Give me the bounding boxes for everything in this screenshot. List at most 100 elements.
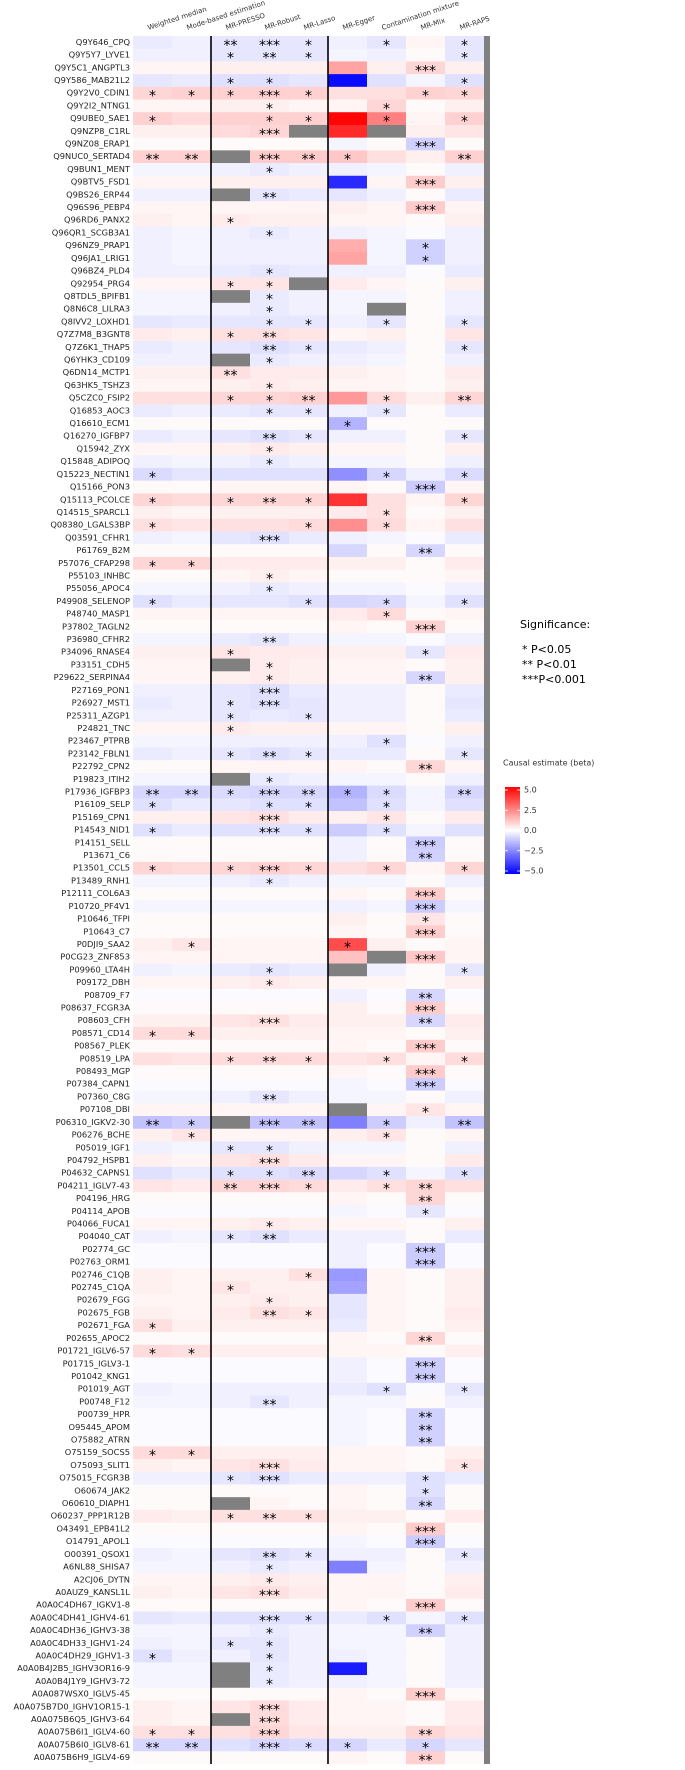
heatmap-cell <box>211 480 251 494</box>
heatmap-cell <box>289 1497 329 1511</box>
heatmap-cell <box>133 1636 173 1650</box>
heatmap-cell <box>133 1548 173 1562</box>
heatmap-cell <box>406 1713 446 1727</box>
heatmap-cell <box>133 163 173 177</box>
heatmap-cell <box>172 1420 212 1434</box>
heatmap-cell <box>289 1319 329 1333</box>
heatmap-cell <box>133 455 173 469</box>
heatmap-cell <box>406 137 446 151</box>
heatmap-cell <box>211 963 251 977</box>
heatmap-cell <box>211 785 251 799</box>
column-header: MR-RAPS <box>459 14 492 31</box>
heatmap-cell <box>133 1624 173 1638</box>
heatmap-cell <box>211 61 251 75</box>
heatmap-cell <box>133 1319 173 1333</box>
heatmap-cell <box>406 1217 446 1231</box>
heatmap-cell <box>406 480 446 494</box>
heatmap-cell <box>328 61 368 75</box>
heatmap-cell <box>367 201 407 215</box>
heatmap-cell <box>328 874 368 888</box>
heatmap-cell <box>172 1713 212 1727</box>
heatmap-cell <box>406 734 446 748</box>
heatmap-cell <box>133 1738 173 1752</box>
significance-star: *** <box>415 1601 436 1617</box>
heatmap-cell <box>367 226 407 240</box>
significance-star: *** <box>415 1004 436 1020</box>
significance-star: ** <box>458 152 472 168</box>
significance-star: *** <box>259 38 280 54</box>
heatmap-cell <box>133 556 173 570</box>
heatmap-cell <box>328 645 368 659</box>
heatmap-cell <box>250 900 290 914</box>
significance-star: * <box>266 1639 273 1655</box>
row-label: P16109_SELP <box>74 799 130 809</box>
heatmap-cell <box>406 1484 446 1498</box>
heatmap-cell <box>445 874 485 888</box>
heatmap-cell <box>406 1408 446 1422</box>
heatmap-cell <box>445 1548 485 1562</box>
heatmap-cell <box>445 201 485 215</box>
heatmap-cell <box>328 1484 368 1498</box>
heatmap-cell <box>367 1446 407 1460</box>
heatmap-cell <box>445 722 485 736</box>
heatmap-cell <box>406 988 446 1002</box>
heatmap-cell <box>445 1649 485 1663</box>
significance-star: *** <box>259 533 280 549</box>
row-label: O60674_JAK2 <box>74 1485 130 1495</box>
heatmap-cell <box>445 1014 485 1028</box>
row-label: A0A0B4J2B5_IGHV3OR16-9 <box>17 1663 130 1673</box>
heatmap-cell <box>289 1052 329 1066</box>
heatmap-cell <box>367 366 407 380</box>
heatmap-cell <box>367 213 407 227</box>
significance-star: *** <box>259 152 280 168</box>
heatmap-cell <box>133 112 173 126</box>
heatmap-cell <box>211 1636 251 1650</box>
heatmap-cell <box>211 1522 251 1536</box>
significance-star: * <box>266 457 273 473</box>
heatmap-cell <box>367 556 407 570</box>
heatmap-cell <box>172 633 212 647</box>
row-label: P07360_C8G <box>77 1091 130 1101</box>
heatmap-cell <box>211 86 251 100</box>
heatmap-cell <box>133 137 173 151</box>
heatmap-cell <box>172 315 212 329</box>
heatmap-cell <box>172 1001 212 1015</box>
row-label: P09172_DBH <box>76 977 130 987</box>
heatmap-cell <box>445 264 485 278</box>
heatmap-cell <box>133 912 173 926</box>
heatmap-cell <box>211 1586 251 1600</box>
heatmap-cell <box>328 1420 368 1434</box>
heatmap-cell <box>250 760 290 774</box>
significance-star: * <box>422 1105 429 1121</box>
heatmap-cell <box>211 1090 251 1104</box>
heatmap-cell <box>133 938 173 952</box>
heatmap-cell <box>211 1420 251 1434</box>
heatmap-cell <box>172 1090 212 1104</box>
heatmap-cell <box>250 137 290 151</box>
heatmap-cell <box>445 506 485 520</box>
heatmap-cell <box>172 1103 212 1117</box>
heatmap-cell <box>133 302 173 316</box>
heatmap-cell <box>250 1065 290 1079</box>
heatmap-cell <box>172 175 212 189</box>
heatmap-cell <box>250 1573 290 1587</box>
heatmap-cell <box>250 1738 290 1752</box>
heatmap-cell <box>133 1357 173 1371</box>
heatmap-cell <box>445 823 485 837</box>
heatmap-cell <box>289 48 329 62</box>
heatmap-cell <box>406 785 446 799</box>
significance-star: * <box>305 711 312 727</box>
heatmap-cell <box>328 48 368 62</box>
heatmap-cell <box>133 1382 173 1396</box>
heatmap-cell <box>250 544 290 558</box>
heatmap-cell <box>406 887 446 901</box>
heatmap-cell <box>406 442 446 456</box>
row-label: P17936_IGFBP3 <box>65 787 130 797</box>
heatmap-cell <box>211 582 251 596</box>
heatmap-cell <box>250 1116 290 1130</box>
significance-star: * <box>422 1207 429 1223</box>
heatmap-cell <box>406 417 446 431</box>
heatmap-cell <box>172 595 212 609</box>
row-label: P23142_FBLN1 <box>68 748 130 758</box>
heatmap-cell <box>445 760 485 774</box>
